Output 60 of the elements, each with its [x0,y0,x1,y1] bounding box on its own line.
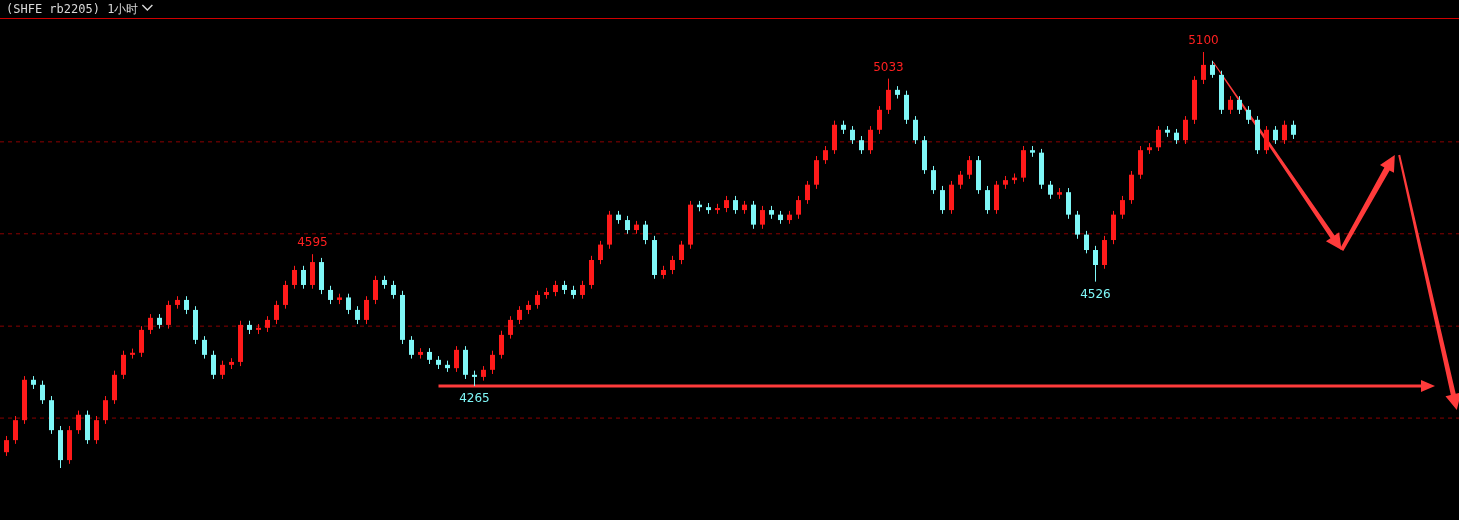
annotation: 4595 [297,235,328,250]
candlestick [868,125,873,155]
candlestick [148,313,153,335]
candlestick [805,180,810,205]
candlestick [751,200,756,230]
candlestick [283,280,288,310]
candlestick [301,265,306,290]
candlestick [166,300,171,330]
candlestick [886,78,891,115]
candlestick [796,195,801,220]
candlestick [985,185,990,215]
annotation: 4526 [1080,286,1111,301]
candlestick [1066,187,1071,220]
candlestick [76,410,81,435]
candlestick [931,165,936,195]
candlestick [760,205,765,230]
candlestick [454,345,459,373]
candlestick [490,350,495,375]
annotation: 4265 [459,391,490,406]
candlestick [1201,51,1206,85]
candlestick [274,300,279,325]
candlestick [877,105,882,135]
candlestick [670,255,675,275]
candlestick [1075,210,1080,240]
annotation: 5100 [1188,33,1219,47]
candlestick [40,380,45,405]
candlestick [679,240,684,265]
candlestick [13,415,18,445]
candlestick [1264,125,1269,155]
candlestick [409,335,414,360]
candlestick [346,293,351,315]
candlestick [598,240,603,265]
annotation: 5033 [873,59,904,74]
candlestick [1183,115,1188,145]
candlestick [643,220,648,245]
candlestick [139,325,144,358]
candlestick [940,185,945,215]
candlestick [310,253,315,290]
candlestick [1156,125,1161,152]
candlestick [1084,230,1089,254]
candlestick [202,335,207,360]
candlestick [103,395,108,425]
candlestick [328,285,333,305]
candlestick [121,350,126,380]
candlestick [364,295,369,325]
candlestick [211,350,216,380]
chart-title: (SHFE rb2205) 1小时 [6,2,139,16]
candlestick [94,415,99,445]
candlestick [4,435,9,457]
candlestick [220,360,225,380]
candlestick [1282,120,1287,145]
candlestick [1291,120,1296,140]
candlestick [1120,195,1125,220]
candlestick [967,155,972,180]
candlestick [508,315,513,340]
candlestick [1093,245,1098,283]
candlestick [499,330,504,360]
candlestick [292,265,297,290]
candlestick [373,275,378,305]
candlestick [913,115,918,145]
